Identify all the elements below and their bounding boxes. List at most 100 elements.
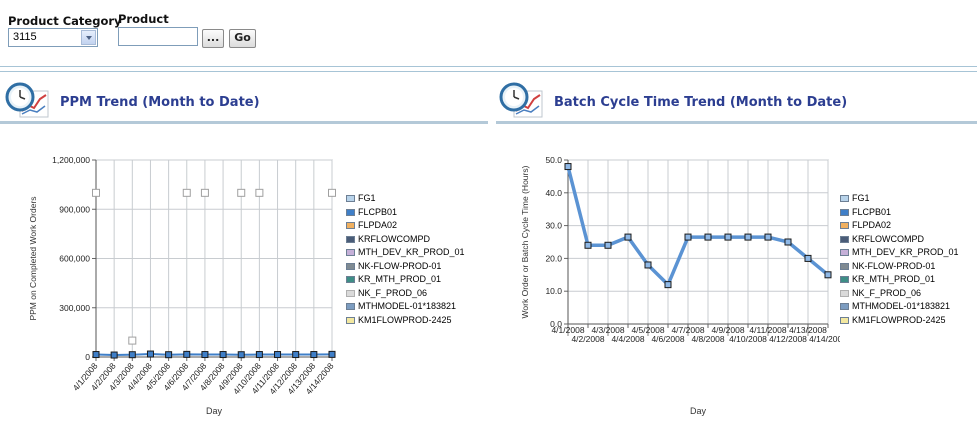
legend-label: FLPDA02	[852, 220, 892, 230]
legend-swatch	[840, 235, 849, 243]
data-point	[255, 188, 264, 197]
legend-swatch	[346, 249, 355, 256]
legend-swatch	[346, 262, 355, 270]
divider-bottom	[0, 71, 977, 72]
ppm-trend-chart: 0300,000600,000900,0001,200,0004/1/20084…	[28, 155, 336, 416]
data-point	[310, 351, 318, 359]
y-axis-title: PPM on Completed Work Orders	[28, 196, 38, 320]
y-tick-label: 40.0	[545, 188, 562, 198]
product-category-value: 3115	[13, 31, 37, 43]
legend-swatch	[346, 222, 355, 229]
data-point	[604, 241, 612, 249]
chevron-down-icon[interactable]	[81, 30, 96, 45]
x-tick-label: 4/6/2008	[651, 334, 684, 344]
data-point	[201, 351, 209, 359]
data-point	[92, 351, 100, 359]
bct-panel-header: Batch Cycle Time Trend (Month to Date)	[496, 80, 977, 124]
legend-label: FG1	[852, 193, 870, 203]
data-point	[128, 336, 137, 345]
data-point	[824, 271, 832, 279]
data-point	[744, 233, 752, 241]
x-tick-label: 4/1/2008	[551, 325, 584, 335]
product-label: Product	[118, 12, 169, 26]
data-point	[200, 188, 209, 197]
x-tick-label: 4/13/2008	[789, 325, 827, 335]
data-point	[237, 188, 246, 197]
divider-top	[0, 66, 977, 67]
legend-label: KRFLOWCOMPD	[358, 233, 430, 244]
legend-label: FLCPB01	[358, 206, 398, 217]
legend-swatch	[840, 316, 849, 324]
x-tick-label: 4/9/2008	[711, 325, 744, 335]
x-tick-label: 4/11/2008	[749, 325, 786, 335]
ppm-legend: FG1 FLCPB01 FLPDA02 KRFLOWCOMPD MTH_DEV_KR_P…	[346, 193, 486, 333]
legend-label: KM1FLOWPROD-2425	[852, 314, 946, 325]
y-tick-label: 0.0	[550, 319, 562, 329]
data-point	[804, 254, 812, 262]
x-tick-label: 4/5/2008	[631, 325, 664, 335]
data-point	[92, 188, 100, 197]
y-tick-label: 600,000	[59, 254, 90, 264]
legend-swatch	[346, 303, 355, 310]
x-tick-label: 4/2/2008	[571, 334, 604, 344]
y-tick-label: 0	[85, 352, 90, 362]
data-point	[704, 233, 712, 241]
y-tick-label: 30.0	[545, 221, 562, 231]
legend-label: KR_MTH_PROD_01	[852, 274, 936, 284]
x-axis-title: Day	[690, 406, 707, 416]
legend-swatch	[346, 208, 355, 216]
data-point	[328, 350, 336, 358]
legend-swatch	[840, 249, 849, 256]
legend-label: NK-FLOW-PROD-01	[852, 260, 936, 271]
y-tick-label: 900,000	[59, 204, 90, 214]
legend-label: KR_MTH_PROD_01	[358, 274, 442, 284]
go-button[interactable]: Go	[229, 29, 256, 48]
y-tick-label: 20.0	[545, 253, 562, 263]
legend-label: NK_F_PROD_06	[358, 287, 428, 298]
data-point	[624, 233, 632, 241]
legend-label: MTH_DEV_KR_PROD_01	[358, 247, 465, 257]
legend-swatch	[346, 195, 355, 202]
legend-swatch	[346, 235, 355, 243]
browse-button[interactable]: ...	[202, 29, 224, 48]
data-point	[219, 351, 227, 359]
y-tick-label: 50.0	[545, 155, 562, 165]
legend-label: FLCPB01	[852, 206, 892, 217]
legend-swatch	[346, 276, 355, 283]
data-point	[110, 351, 118, 359]
legend-label: KM1FLOWPROD-2425	[358, 314, 452, 325]
bct-trend-chart: 0.010.020.030.040.050.04/1/20084/2/20084…	[520, 155, 840, 416]
legend-swatch	[840, 289, 849, 297]
data-point	[128, 351, 136, 359]
data-point	[274, 351, 282, 359]
data-point	[764, 233, 772, 241]
y-axis-title: Work Order or Batch Cycle Time (Hours)	[520, 165, 530, 318]
bct-panel-title: Batch Cycle Time Trend (Month to Date)	[554, 95, 848, 110]
legend-swatch	[346, 316, 355, 324]
product-input[interactable]	[118, 27, 198, 46]
data-point	[564, 163, 572, 171]
x-tick-label: 4/10/2008	[729, 334, 767, 344]
data-point	[255, 351, 263, 359]
legend-label: MTHMODEL-01*183821	[358, 301, 457, 311]
legend-label: NK_F_PROD_06	[852, 287, 922, 298]
bct-header-rule	[496, 121, 977, 124]
y-tick-label: 300,000	[59, 303, 90, 313]
data-point	[644, 261, 652, 269]
data-point	[292, 351, 300, 359]
data-point	[328, 188, 336, 197]
ppm-panel-title: PPM Trend (Month to Date)	[60, 95, 260, 110]
data-point	[684, 233, 692, 241]
product-input-value	[119, 28, 197, 32]
legend-label: FLPDA02	[358, 220, 398, 230]
legend-label: FG1	[358, 193, 376, 203]
legend-swatch	[840, 303, 849, 310]
product-category-select[interactable]: 3115	[8, 28, 98, 47]
data-point	[183, 350, 191, 358]
x-tick-label: 4/12/2008	[769, 334, 807, 344]
data-point	[146, 350, 154, 358]
legend-label: MTH_DEV_KR_PROD_01	[852, 247, 959, 257]
x-tick-label: 4/7/2008	[671, 325, 704, 335]
legend-swatch	[840, 222, 849, 229]
x-tick-label: 4/8/2008	[691, 334, 724, 344]
